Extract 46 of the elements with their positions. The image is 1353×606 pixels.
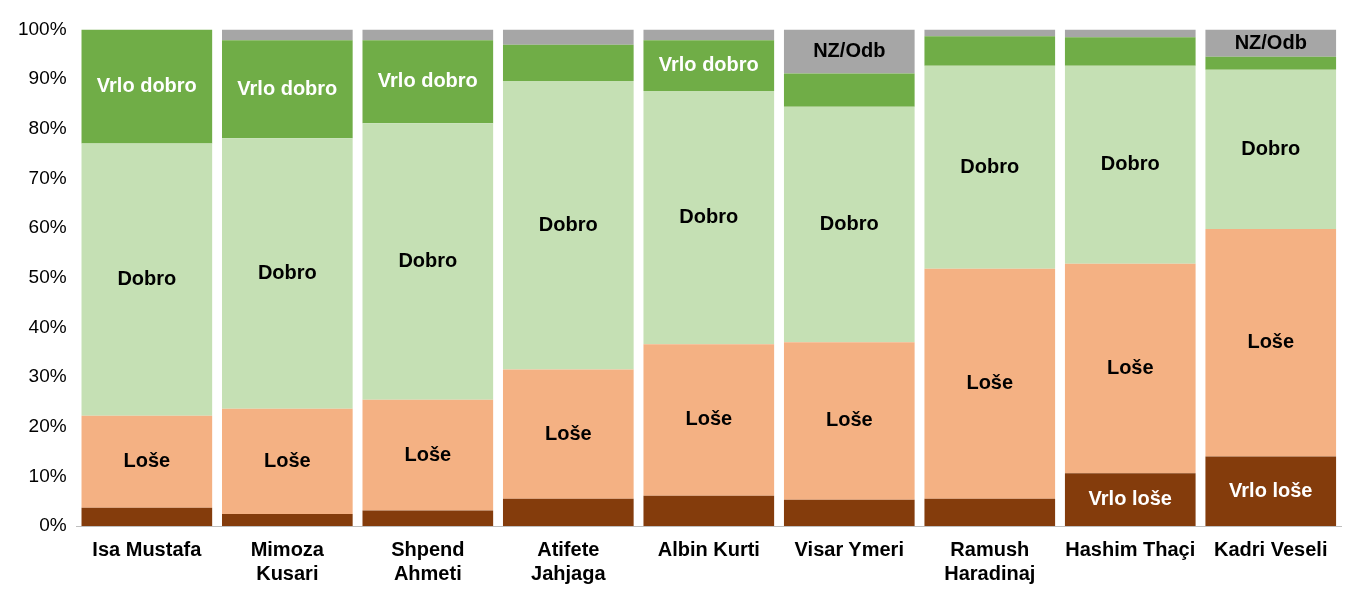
x-tick-label: Shpend Ahmeti [391, 537, 465, 584]
y-tick-label: 80% [28, 116, 67, 138]
x-tick-label: Ramush Haradinaj [944, 537, 1036, 584]
x-tick-label: Hashim Thaçi [1065, 537, 1196, 560]
data-label: Loše [544, 421, 592, 444]
data-label: Dobro [679, 205, 739, 228]
data-label: NZ/Odb [813, 39, 886, 62]
data-label: Dobro [1100, 152, 1160, 175]
y-tick-label: 100% [17, 17, 67, 39]
data-label: Loše [123, 449, 171, 472]
data-label: Loše [263, 448, 311, 471]
data-label: Loše [825, 408, 873, 431]
data-label: Loše [404, 442, 452, 465]
y-tick-label: 10% [28, 464, 67, 486]
data-label: NZ/Odb [1234, 30, 1307, 53]
data-label: Loše [1106, 356, 1154, 379]
y-tick-label: 90% [28, 67, 67, 89]
data-label: Vrlo loše [1229, 478, 1313, 501]
data-label: Dobro [960, 154, 1020, 177]
data-label: Dobro [117, 267, 177, 290]
x-tick-label: Atifete Jahjaga [531, 537, 607, 584]
y-tick-label: 60% [28, 216, 67, 238]
data-label: Loše [685, 407, 733, 430]
x-tick-label: Albin Kurti [657, 537, 760, 560]
x-tick-label: Isa Mustafa [92, 537, 203, 560]
x-tick-label: Kadri Veseli [1214, 537, 1328, 560]
data-label: Loše [1247, 330, 1295, 353]
data-label: Vrlo dobro [237, 76, 338, 99]
x-tick-label: Visar Ymeri [794, 537, 904, 560]
y-tick-label: 20% [28, 414, 67, 436]
y-tick-label: 50% [28, 265, 67, 287]
data-label: Vrlo dobro [96, 74, 197, 97]
data-label: Vrlo dobro [377, 69, 478, 92]
y-tick-label: 30% [28, 365, 67, 387]
y-tick-label: 0% [39, 514, 67, 536]
data-label: Dobro [1241, 136, 1301, 159]
y-tick-label: 40% [28, 315, 67, 337]
y-tick-label: 70% [28, 166, 67, 188]
data-label: Vrlo loše [1088, 487, 1172, 510]
x-tick-label: Mimoza Kusari [250, 537, 325, 584]
data-label: Dobro [538, 212, 598, 235]
data-label: Dobro [398, 249, 458, 272]
data-label: Dobro [819, 212, 879, 235]
data-label: Loše [966, 371, 1014, 394]
data-label: Vrlo dobro [658, 53, 759, 76]
data-label: Dobro [257, 260, 317, 283]
